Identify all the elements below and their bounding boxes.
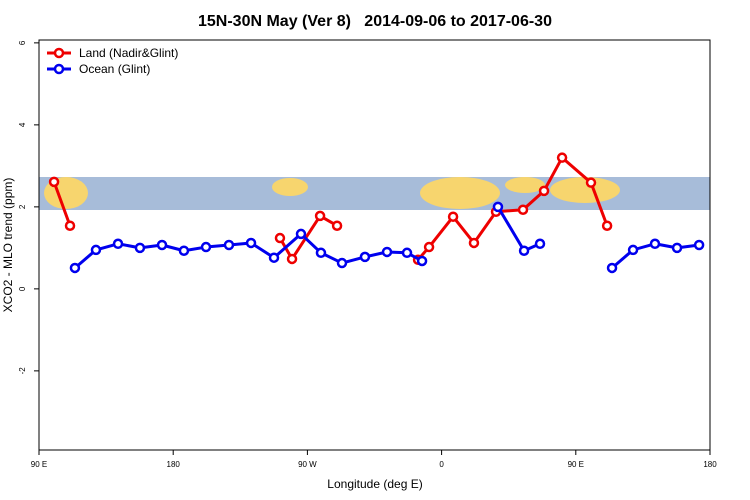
data-point — [585, 177, 597, 188]
data-point — [90, 244, 102, 256]
data-point — [314, 210, 326, 222]
x-tick-label: 180 — [703, 460, 717, 469]
data-point — [423, 241, 435, 253]
data-point — [200, 241, 212, 253]
data-point — [48, 176, 60, 188]
data-point — [315, 247, 327, 259]
y-tick-label: 6 — [18, 40, 27, 45]
x-axis-label: Longitude (deg E) — [327, 477, 422, 491]
data-point — [556, 152, 568, 163]
map-band — [39, 177, 710, 210]
x-tick-label: 90 W — [298, 460, 317, 469]
y-tick-label: 4 — [18, 122, 27, 127]
data-point — [245, 237, 257, 249]
data-point — [381, 246, 393, 258]
x-tick-label: 180 — [167, 460, 181, 469]
data-point — [156, 239, 168, 251]
y-tick-label: 2 — [18, 204, 27, 209]
data-point — [401, 247, 413, 259]
data-point — [295, 228, 307, 240]
data-point — [492, 201, 504, 213]
data-point — [649, 238, 661, 250]
plot-frame — [38, 39, 711, 451]
data-point — [538, 185, 550, 197]
x-tick-label: 0 — [439, 460, 444, 469]
data-point — [178, 245, 190, 256]
data-point — [447, 211, 459, 222]
data-point — [518, 245, 530, 256]
data-point — [223, 239, 235, 251]
data-point — [359, 251, 371, 263]
data-point — [112, 238, 124, 250]
legend: Land (Nadir&Glint) Ocean (Glint) — [47, 46, 178, 76]
chart-title: 15N-30N May (Ver 8) 2014-09-06 to 2017-0… — [198, 13, 552, 30]
data-point — [671, 242, 683, 254]
data-point — [336, 257, 348, 269]
data-point — [268, 252, 280, 263]
data-point — [331, 220, 343, 231]
data-point — [69, 262, 81, 274]
data-point — [468, 237, 480, 249]
data-point — [286, 253, 298, 265]
y-tick-label: -2 — [18, 367, 27, 375]
y-tick-label: 0 — [18, 286, 27, 291]
data-point — [693, 239, 705, 251]
data-point — [606, 262, 618, 274]
legend-marker — [53, 63, 65, 75]
data-point — [534, 238, 546, 250]
x-tick-label: 90 E — [31, 460, 47, 469]
data-point — [134, 242, 146, 254]
x-tick-label: 90 E — [568, 460, 584, 469]
data-point — [601, 220, 613, 231]
legend-label: Ocean (Glint) — [79, 62, 150, 76]
legend-label: Land (Nadir&Glint) — [79, 46, 178, 60]
legend-marker — [53, 47, 65, 59]
y-axis-label: XCO2 - MLO trend (ppm) — [1, 178, 15, 313]
data-point — [64, 220, 76, 231]
data-point — [274, 232, 286, 244]
data-point — [416, 255, 428, 267]
data-point — [517, 204, 529, 215]
data-point — [627, 244, 639, 256]
